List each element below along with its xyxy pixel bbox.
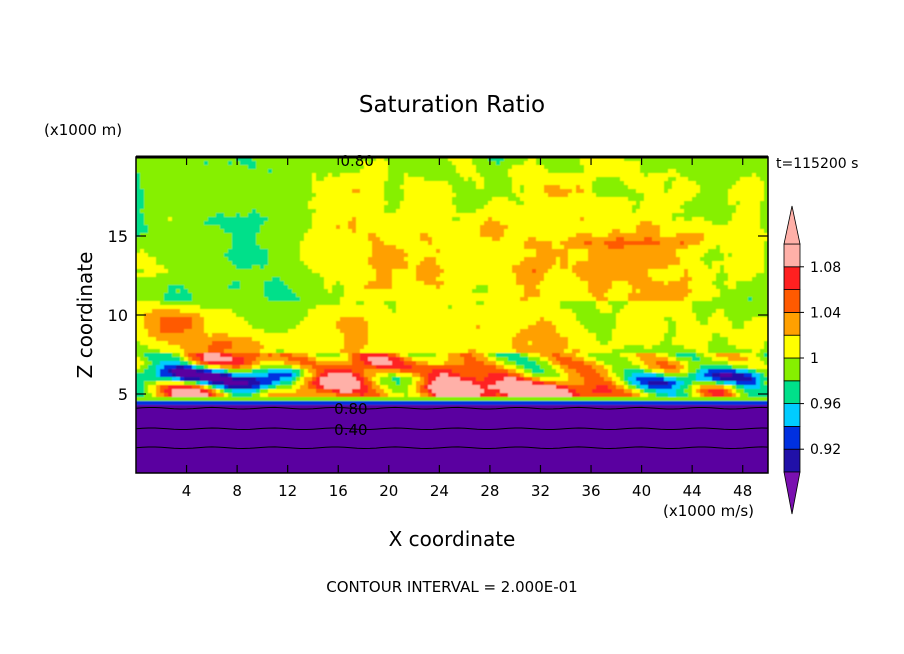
y-axis-label: Z coordinate <box>73 252 97 379</box>
colorbar-tick-label: 1.04 <box>810 305 841 321</box>
x-unit-label: (x1000 m/s) <box>663 502 754 520</box>
contour-label: 0.40 <box>334 421 367 439</box>
colorbar-segment <box>783 448 801 473</box>
x-axis-label: X coordinate <box>389 527 516 551</box>
contour-labels: 0.80 0.80 0.40 <box>334 152 374 439</box>
colorbar-segment <box>783 289 801 313</box>
contour-label: 0.80 <box>334 400 367 418</box>
colorbar-segment <box>783 311 801 336</box>
x-tick-label: 20 <box>379 482 398 500</box>
colorbar-labels: 1.08 1.04 1 0.96 0.92 <box>800 260 841 458</box>
y-axis-ticks: 5 10 15 <box>108 227 768 404</box>
contour-label: 0.80 <box>340 152 373 170</box>
x-tick-label: 36 <box>581 482 600 500</box>
colorbar-segment <box>783 243 801 268</box>
time-label: t=115200 s <box>776 156 858 172</box>
x-tick-label: 4 <box>182 482 192 500</box>
x-tick-label: 48 <box>733 482 752 500</box>
colorbar-tick-label: 0.96 <box>810 397 841 413</box>
x-tick-label: 40 <box>632 482 651 500</box>
colorbar-segment <box>783 357 801 382</box>
colorbar-segment <box>783 425 801 450</box>
x-tick-label: 16 <box>329 482 348 500</box>
contour-interval-note: CONTOUR INTERVAL = 2.000E-01 <box>326 578 577 596</box>
x-tick-label: 24 <box>430 482 449 500</box>
colorbar-segment <box>783 266 801 290</box>
x-tick-label: 44 <box>683 482 702 500</box>
y-tick-label: 10 <box>108 306 128 325</box>
chart-title: Saturation Ratio <box>359 92 545 118</box>
colorbar-segment <box>783 403 801 427</box>
colorbar-segment <box>783 334 801 359</box>
y-tick-label: 15 <box>108 227 128 246</box>
x-tick-label: 32 <box>531 482 550 500</box>
colorbar <box>783 205 801 515</box>
saturation-field <box>136 157 768 473</box>
colorbar-tick-label: 1 <box>810 351 819 367</box>
x-tick-label: 28 <box>480 482 499 500</box>
y-tick-label: 5 <box>118 385 128 404</box>
x-axis-ticks: 4 8 12 16 20 24 28 32 36 40 44 48 <box>182 157 752 500</box>
colorbar-tick-label: 0.92 <box>810 442 841 458</box>
x-tick-label: 8 <box>232 482 242 500</box>
colorbar-top-arrow <box>783 205 801 245</box>
colorbar-tick-label: 1.08 <box>810 260 841 276</box>
colorbar-segment <box>783 380 801 404</box>
x-tick-label: 12 <box>278 482 297 500</box>
y-unit-label: (x1000 m) <box>44 121 122 139</box>
colorbar-bottom-arrow <box>783 471 801 515</box>
